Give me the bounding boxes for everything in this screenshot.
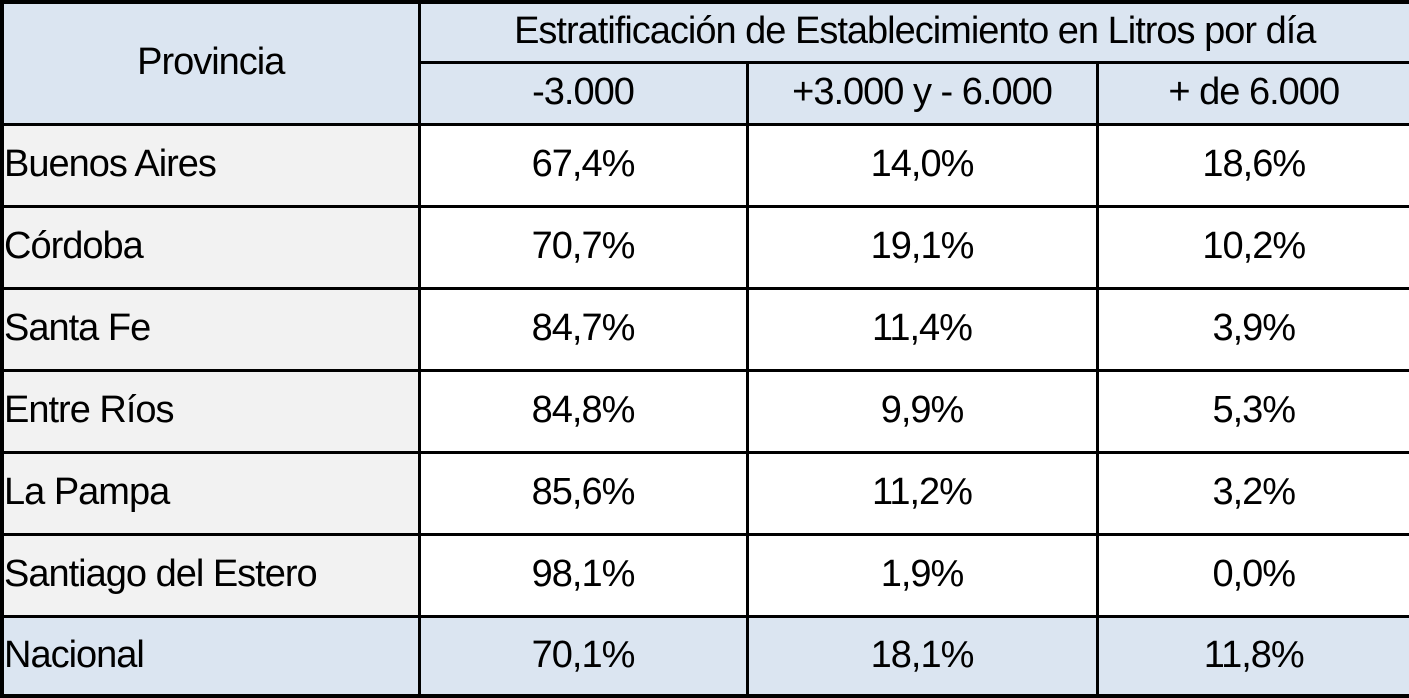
col-header-3000-to-6000: +3.000 y - 6.000 — [745, 60, 1099, 126]
province-cell: La Pampa — [0, 450, 421, 536]
value-cell: 11,2% — [745, 450, 1099, 536]
value-cell: 19,1% — [745, 204, 1099, 290]
value-cell: 18,6% — [1095, 122, 1409, 208]
value-cell: 84,7% — [417, 286, 749, 372]
value-cell: 5,3% — [1095, 368, 1409, 454]
province-cell: Nacional — [0, 614, 421, 698]
col-header-minus-3000: -3.000 — [417, 60, 749, 126]
value-cell: 18,1% — [745, 614, 1099, 698]
table-row: Córdoba 70,7% 19,1% 10,2% — [0, 204, 1409, 290]
table-body: Buenos Aires 67,4% 14,0% 18,6% Córdoba 70,7% 1… — [0, 122, 1409, 698]
value-cell: 3,9% — [1095, 286, 1409, 372]
col-header-plus-6000: + de 6.000 — [1095, 60, 1409, 126]
value-cell: 14,0% — [745, 122, 1099, 208]
table-row: Santa Fe 84,7% 11,4% 3,9% — [0, 286, 1409, 372]
header-row-sub: -3.000 +3.000 y - 6.000 + de 6.000 — [2, 60, 1409, 126]
value-cell: 67,4% — [417, 122, 749, 208]
value-cell: 10,2% — [1095, 204, 1409, 290]
province-cell: Buenos Aires — [0, 122, 421, 208]
table-row: Buenos Aires 67,4% 14,0% 18,6% — [0, 122, 1409, 208]
table-row: Santiago del Estero 98,1% 1,9% 0,0% — [0, 532, 1409, 618]
province-cell: Córdoba — [0, 204, 421, 290]
value-cell: 85,6% — [417, 450, 749, 536]
province-cell: Entre Ríos — [0, 368, 421, 454]
group-header-litros-por-dia: Estratificación de Establecimiento en Li… — [417, 0, 1409, 64]
value-cell: 3,2% — [1095, 450, 1409, 536]
value-cell: 98,1% — [417, 532, 749, 618]
value-cell: 70,7% — [417, 204, 749, 290]
value-cell: 9,9% — [745, 368, 1099, 454]
table-row: Entre Ríos 84,8% 9,9% 5,3% — [0, 368, 1409, 454]
province-cell: Santa Fe — [0, 286, 421, 372]
value-cell: 0,0% — [1095, 532, 1409, 618]
province-cell: Santiago del Estero — [0, 532, 421, 618]
value-cell: 70,1% — [417, 614, 749, 698]
value-cell: 11,8% — [1095, 614, 1409, 698]
header-row-top: Provincia Estratificación de Establecimi… — [0, 0, 1409, 126]
value-cell: 1,9% — [745, 532, 1099, 618]
value-cell: 11,4% — [745, 286, 1099, 372]
col-header-provincia: Provincia — [0, 0, 421, 126]
total-row: Nacional 70,1% 18,1% 11,8% — [0, 614, 1409, 698]
table-row: La Pampa 85,6% 11,2% 3,2% — [0, 450, 1409, 536]
value-cell: 84,8% — [417, 368, 749, 454]
